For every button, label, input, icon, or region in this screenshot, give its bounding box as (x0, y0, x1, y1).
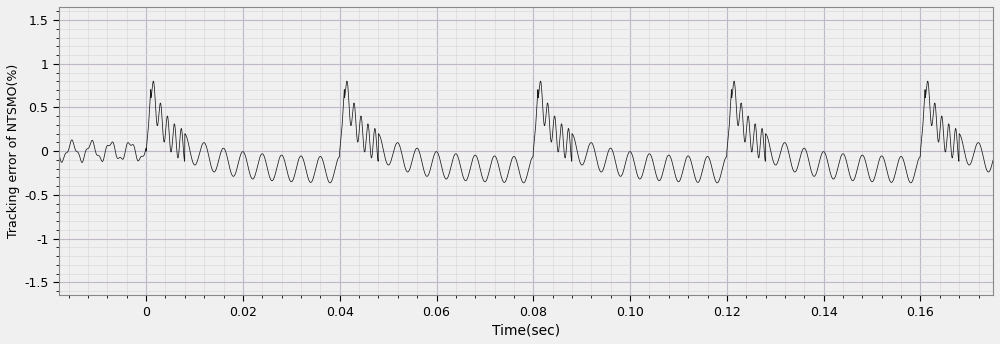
Y-axis label: Tracking error of NTSMO(%): Tracking error of NTSMO(%) (7, 64, 20, 238)
X-axis label: Time(sec): Time(sec) (492, 323, 560, 337)
